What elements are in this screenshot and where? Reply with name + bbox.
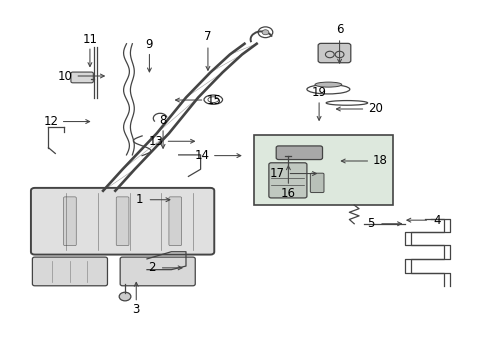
FancyBboxPatch shape: [318, 43, 350, 63]
Text: 9: 9: [145, 38, 153, 51]
Text: 10: 10: [58, 69, 73, 82]
Text: 7: 7: [204, 30, 211, 43]
Text: 1: 1: [136, 193, 143, 206]
Text: 11: 11: [82, 32, 97, 46]
FancyBboxPatch shape: [310, 173, 324, 193]
Text: 3: 3: [132, 303, 140, 316]
Text: 4: 4: [432, 214, 440, 227]
FancyBboxPatch shape: [120, 257, 195, 286]
FancyBboxPatch shape: [116, 197, 129, 246]
Text: 16: 16: [280, 187, 295, 200]
Text: 14: 14: [194, 149, 209, 162]
Text: 19: 19: [311, 86, 326, 99]
Ellipse shape: [314, 82, 341, 87]
Circle shape: [262, 30, 268, 35]
Text: 5: 5: [367, 217, 374, 230]
FancyBboxPatch shape: [32, 257, 107, 286]
Text: 8: 8: [159, 114, 166, 127]
Text: 6: 6: [335, 23, 343, 36]
FancyBboxPatch shape: [168, 197, 181, 246]
Circle shape: [119, 292, 131, 301]
FancyBboxPatch shape: [31, 188, 214, 255]
Text: 18: 18: [372, 154, 386, 167]
FancyBboxPatch shape: [276, 146, 322, 159]
Text: 15: 15: [206, 94, 221, 107]
Text: 12: 12: [43, 115, 58, 128]
FancyBboxPatch shape: [71, 72, 93, 83]
Text: 13: 13: [148, 135, 163, 148]
FancyBboxPatch shape: [63, 197, 76, 246]
Text: 2: 2: [148, 261, 155, 274]
FancyBboxPatch shape: [268, 163, 306, 198]
Text: 17: 17: [269, 167, 285, 180]
Text: 20: 20: [367, 103, 382, 116]
Bar: [254, 135, 392, 205]
